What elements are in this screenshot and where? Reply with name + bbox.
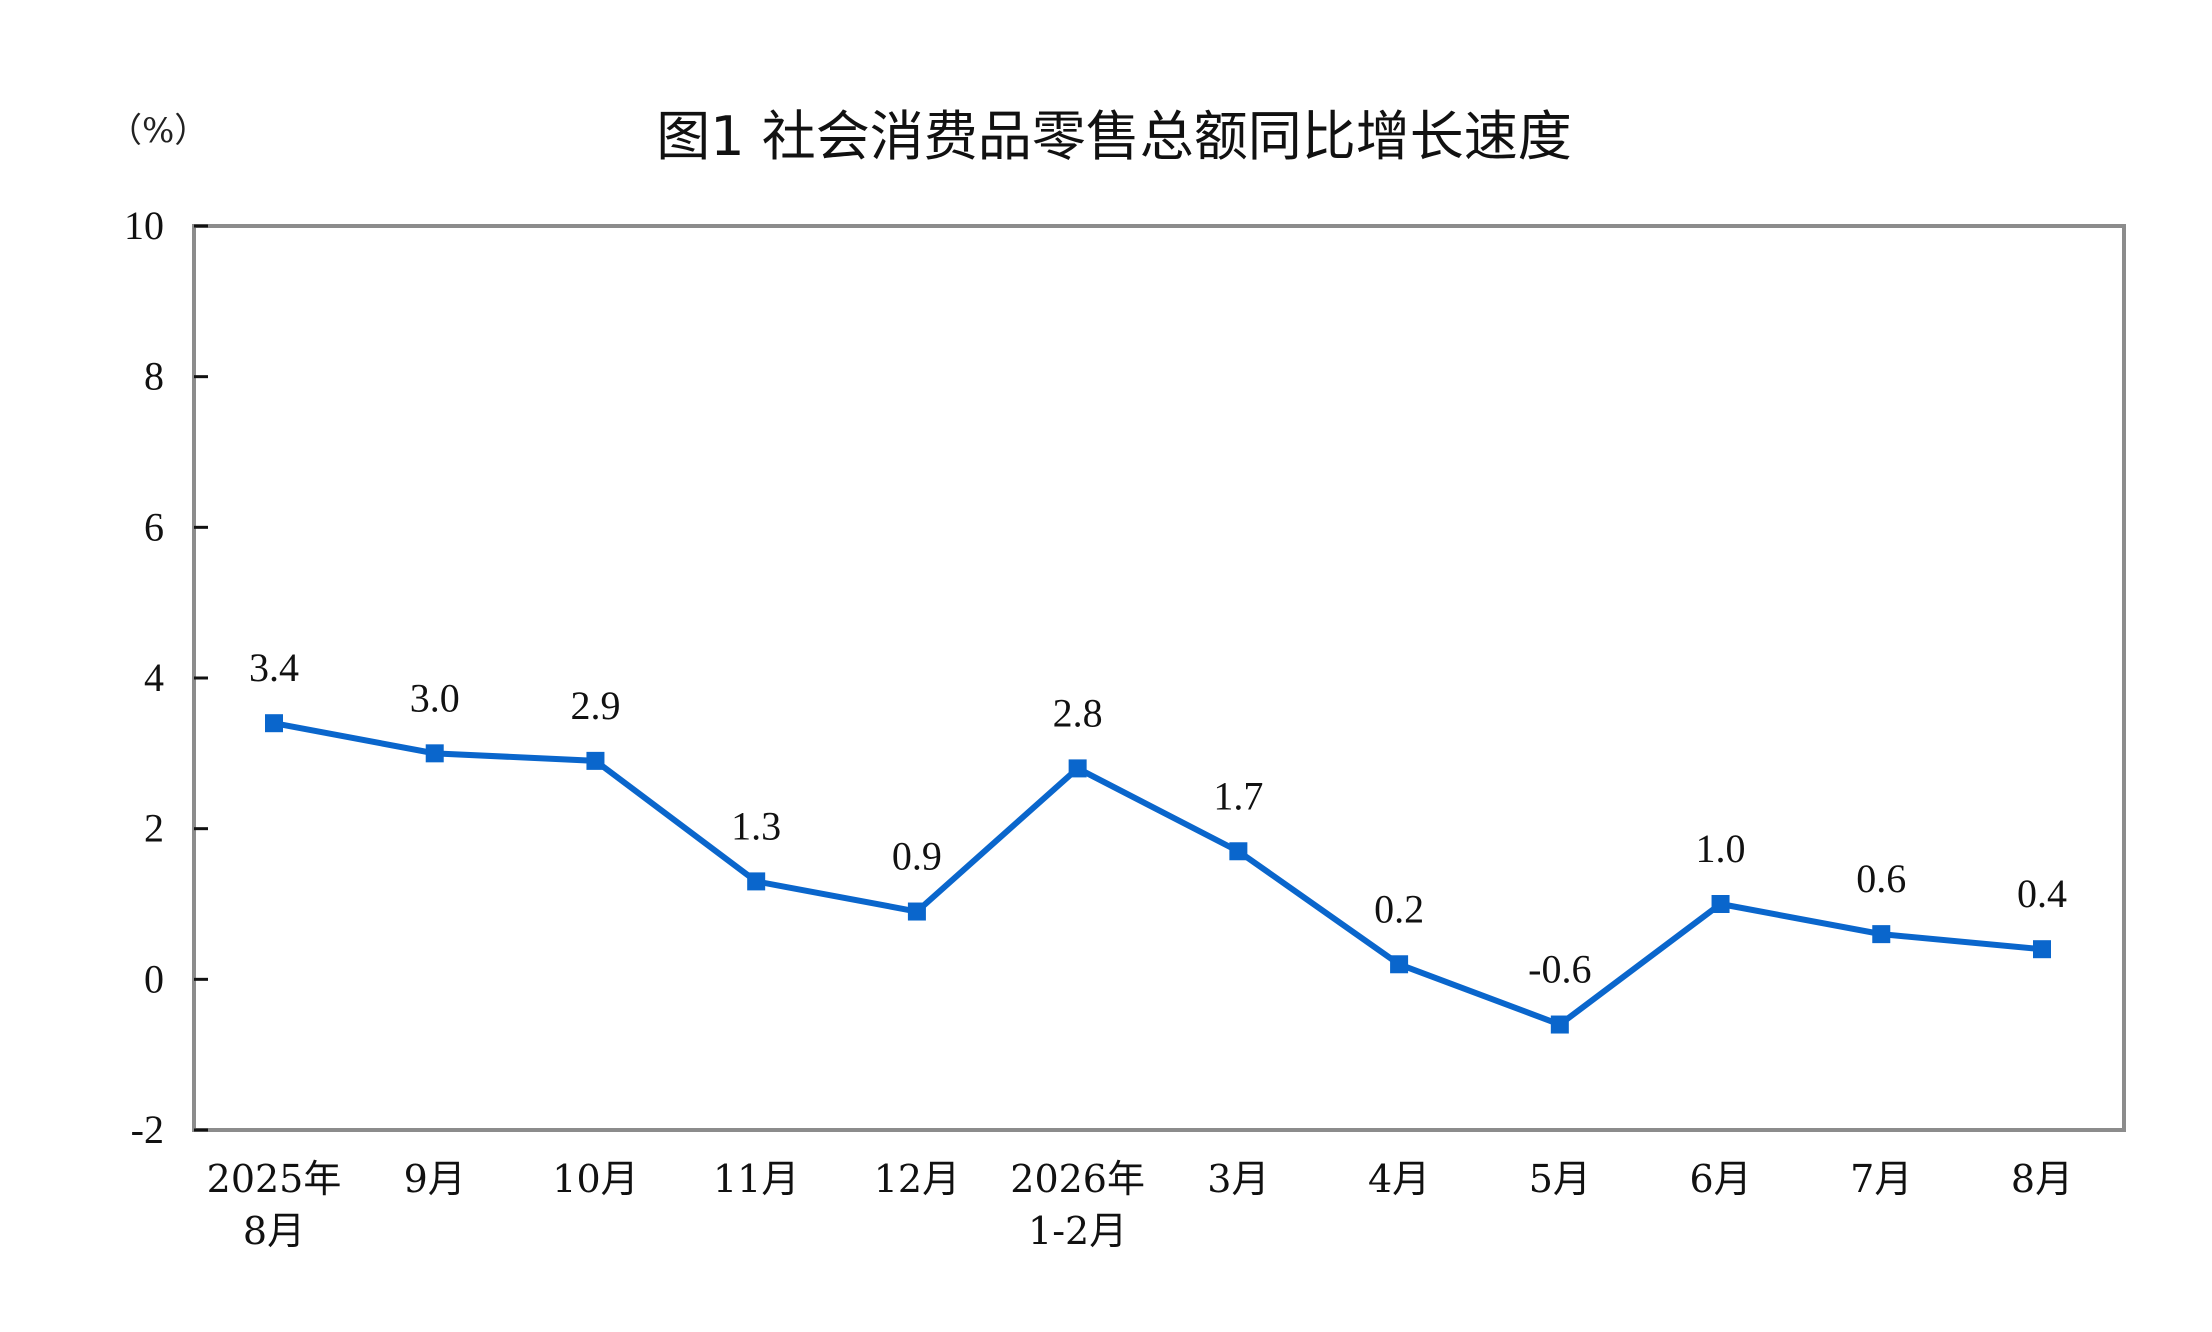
data-label: 0.2	[1374, 886, 1424, 931]
data-point-marker	[747, 872, 766, 891]
data-point-marker	[425, 744, 444, 763]
y-axis: -2 0 2 4 6 8 10	[124, 203, 208, 1152]
x-tick-label: 11月	[713, 1157, 799, 1201]
x-tick-label: 12月	[874, 1157, 960, 1201]
x-tick-label: 8月	[243, 1209, 305, 1253]
data-label: 2.8	[1053, 690, 1103, 735]
data-point-marker	[1872, 925, 1891, 944]
data-point-marker	[265, 714, 283, 733]
data-label: 3.0	[410, 675, 460, 720]
x-tick-label: 7月	[1850, 1157, 1912, 1201]
y-tick-label: -2	[131, 1107, 164, 1152]
data-point-marker	[1711, 895, 1730, 913]
x-tick-label: 2025年	[207, 1157, 342, 1201]
data-point-marker	[1550, 1015, 1569, 1034]
y-axis-unit: （%）	[108, 111, 208, 151]
y-tick-label: 10	[124, 203, 164, 248]
data-label: 3.4	[249, 645, 299, 690]
data-point-marker	[907, 902, 926, 921]
data-point-marker	[1068, 759, 1087, 778]
x-axis: 2025年 8月 9月 10月 11月 12月 2026年 1-2月 3月 4月 5月 6月 7月 8月	[207, 1157, 2073, 1253]
x-tick-label: 3月	[1207, 1157, 1269, 1201]
plot-frame	[192, 224, 2126, 1132]
data-point-marker	[1390, 955, 1409, 974]
y-tick-label: 4	[144, 655, 164, 700]
x-tick-label: 1-2月	[1028, 1209, 1127, 1253]
y-tick-label: 2	[144, 806, 164, 851]
data-label: 0.6	[1856, 856, 1906, 901]
series-line	[265, 714, 2051, 1034]
data-point-marker	[2033, 940, 2051, 959]
y-tick-label: 0	[144, 956, 164, 1001]
data-label: 0.9	[892, 834, 942, 879]
data-label: -0.6	[1528, 947, 1591, 992]
data-label: 2.9	[570, 683, 620, 728]
data-label: 1.0	[1696, 826, 1746, 871]
data-point-marker	[586, 751, 605, 770]
data-labels: 3.4 3.0 2.9 1.3 0.9 2.8 1.7 0.2 -0.6 1.0 0.6 0.4	[249, 645, 2067, 991]
x-tick-label: 9月	[404, 1157, 466, 1201]
x-tick-label: 4月	[1368, 1157, 1430, 1201]
y-tick-label: 6	[144, 504, 164, 549]
chart-title: 图1 社会消费品零售总额同比增长速度	[656, 105, 1572, 168]
y-tick-label: 8	[144, 354, 164, 399]
series-polyline	[273, 720, 2043, 1028]
x-tick-label: 2026年	[1010, 1157, 1145, 1201]
data-label: 0.4	[2017, 871, 2067, 916]
data-point-marker	[1229, 842, 1248, 861]
x-tick-label: 8月	[2011, 1157, 2073, 1201]
x-tick-label: 6月	[1689, 1157, 1751, 1201]
x-tick-label: 10月	[552, 1157, 638, 1201]
data-label: 1.7	[1213, 773, 1263, 818]
x-tick-label: 5月	[1529, 1157, 1591, 1201]
data-label: 1.3	[731, 803, 781, 848]
